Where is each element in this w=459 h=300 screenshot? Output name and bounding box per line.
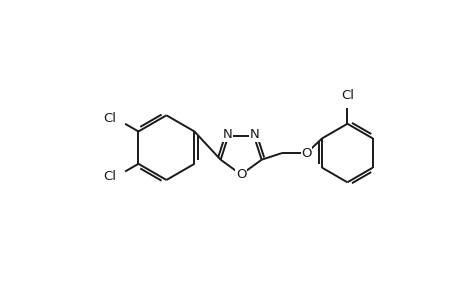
Text: N: N xyxy=(222,128,232,141)
Text: Cl: Cl xyxy=(102,112,116,125)
Text: Cl: Cl xyxy=(102,170,116,183)
Text: N: N xyxy=(249,128,259,141)
Text: O: O xyxy=(301,146,311,160)
Text: O: O xyxy=(235,168,246,181)
Text: Cl: Cl xyxy=(340,89,353,102)
